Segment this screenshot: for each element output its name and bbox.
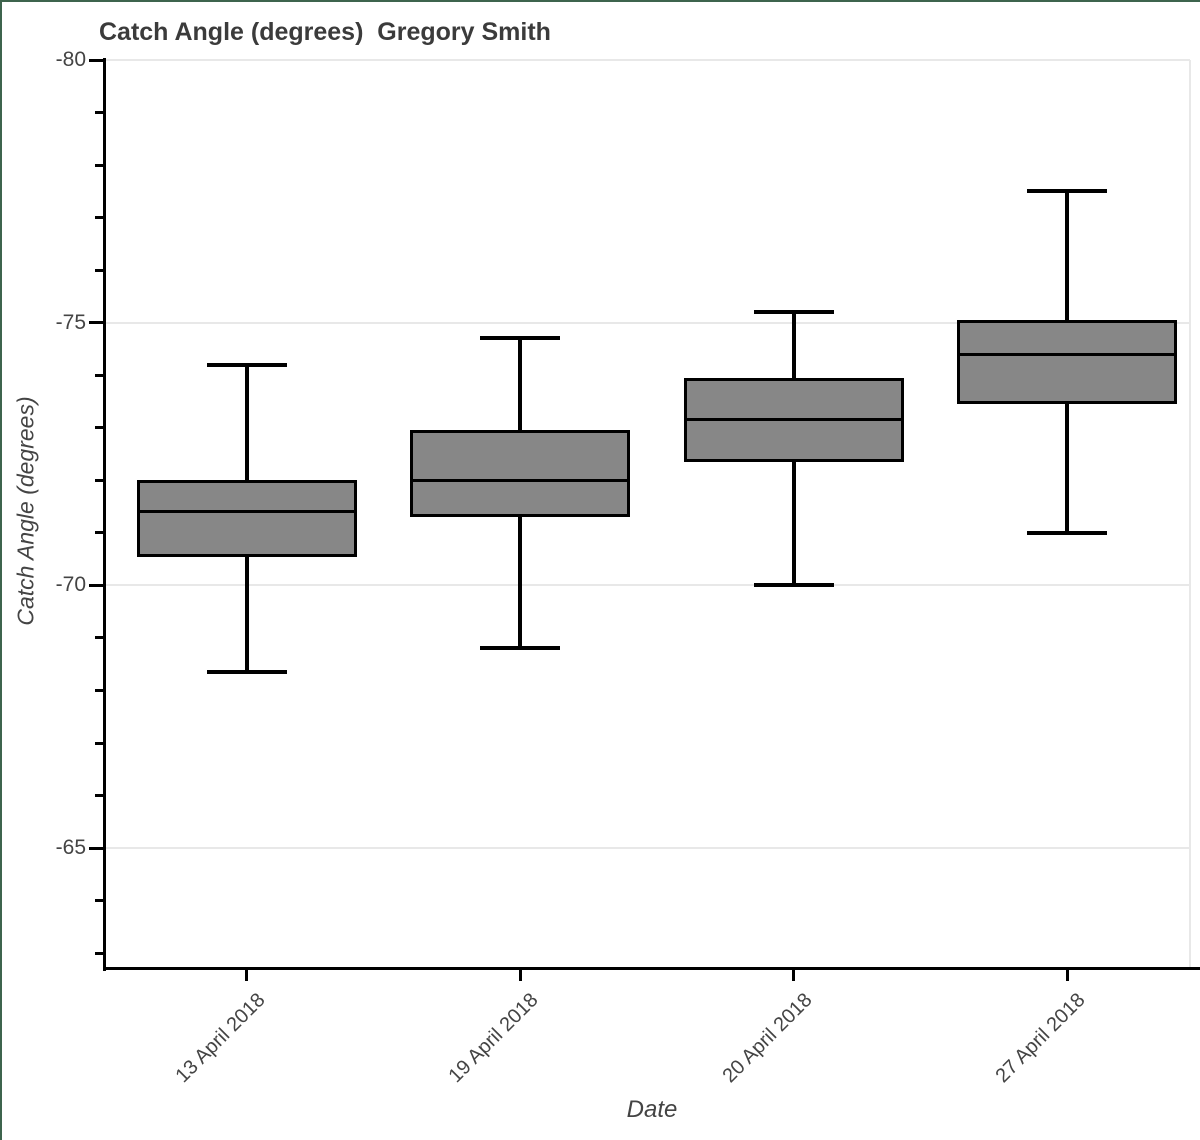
whisker-cap-high [480, 646, 561, 651]
whisker-cap-high [1027, 530, 1108, 535]
whisker-cap-low [753, 310, 834, 315]
whisker-stem-lower [791, 461, 796, 586]
x-tick [245, 970, 249, 981]
box-rect[interactable] [957, 320, 1178, 405]
y-tick-label: -75 [55, 310, 86, 334]
whisker-stem-lower [244, 556, 249, 673]
median-line [957, 352, 1178, 356]
whisker-cap-high [206, 670, 287, 675]
x-axis-title: Date [626, 1096, 678, 1123]
y-minor-tick [95, 163, 103, 167]
y-minor-tick [95, 899, 103, 903]
y-minor-tick [95, 478, 103, 482]
median-line [410, 478, 631, 482]
plot-right-border [1189, 60, 1191, 969]
whisker-stem-lower [518, 517, 523, 649]
y-axis-line [103, 58, 106, 971]
y-tick-label: -70 [55, 573, 86, 597]
whisker-cap-low [1027, 189, 1108, 194]
x-tick-label: 13 April 2018 [171, 989, 270, 1088]
y-gridline [106, 321, 1190, 324]
whisker-stem-upper [1065, 191, 1070, 321]
y-minor-tick [95, 794, 103, 798]
median-line [683, 418, 904, 422]
y-minor-tick [95, 216, 103, 220]
whisker-cap-high [753, 583, 834, 588]
y-minor-tick [95, 426, 103, 430]
whisker-cap-low [480, 336, 561, 341]
y-minor-tick [95, 111, 103, 115]
y-gridline [106, 59, 1190, 61]
x-tick [1065, 970, 1069, 981]
y-minor-tick [95, 531, 103, 535]
y-minor-tick [95, 951, 103, 955]
chart-title: Catch Angle (degrees) Gregory Smith [99, 18, 551, 46]
whisker-stem-lower [1065, 404, 1070, 533]
y-major-tick [89, 846, 103, 850]
whisker-stem-upper [791, 312, 796, 378]
whisker-stem-upper [244, 364, 249, 481]
y-tick-label: -80 [55, 48, 86, 71]
x-tick [518, 970, 522, 981]
y-minor-tick [95, 636, 103, 640]
y-minor-tick [95, 268, 103, 272]
y-minor-tick [95, 689, 103, 693]
box-rect[interactable] [410, 430, 631, 518]
y-minor-tick [95, 373, 103, 377]
y-tick-label: -65 [55, 836, 86, 860]
whisker-stem-upper [518, 338, 523, 431]
y-gridline [106, 584, 1190, 587]
x-tick-label: 27 April 2018 [991, 989, 1090, 1088]
x-tick-label: 20 April 2018 [718, 989, 817, 1088]
box-rect[interactable] [136, 480, 357, 557]
x-tick [792, 970, 796, 981]
x-tick-label: 19 April 2018 [444, 989, 543, 1088]
y-gridline [106, 847, 1190, 850]
y-major-tick [89, 583, 103, 587]
x-axis-line [103, 967, 1200, 970]
y-major-tick [89, 58, 103, 62]
y-minor-tick [95, 741, 103, 745]
median-line [136, 510, 357, 514]
y-major-tick [89, 321, 103, 325]
whisker-cap-low [206, 362, 287, 367]
